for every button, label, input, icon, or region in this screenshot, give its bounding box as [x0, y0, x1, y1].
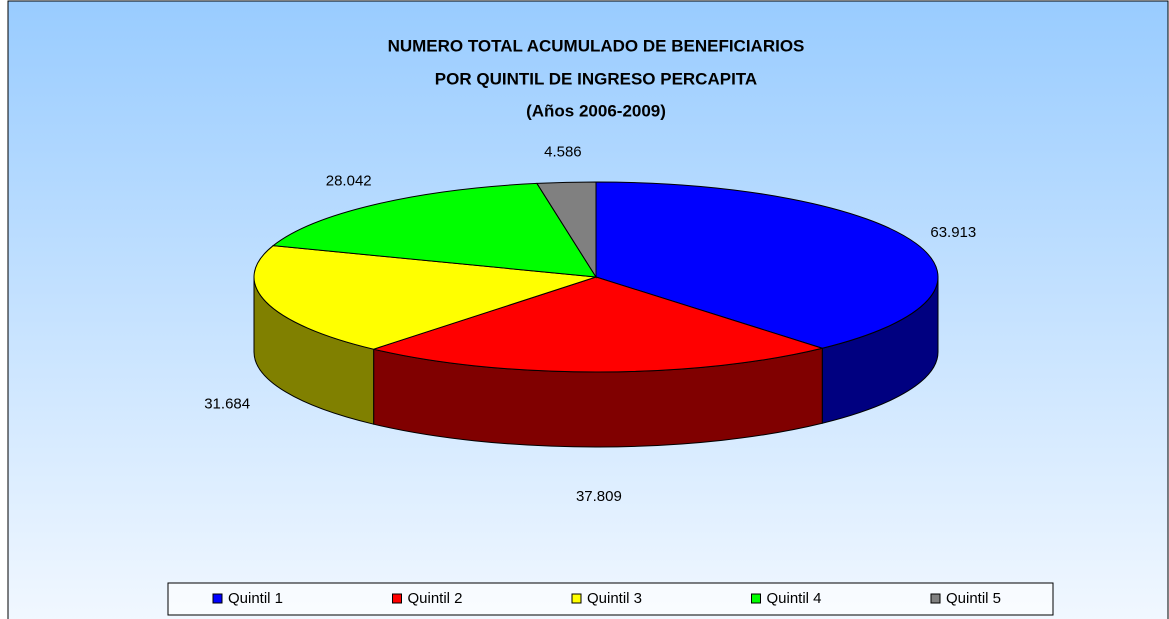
- legend-swatch: [212, 593, 223, 604]
- legend-label: Quintil 4: [767, 590, 822, 607]
- legend-swatch: [392, 593, 402, 604]
- data-label: 37.809: [576, 488, 622, 505]
- legend-label: Quintil 2: [408, 590, 463, 607]
- data-label: 28.042: [326, 173, 372, 190]
- chart-title: POR QUINTIL DE INGRESO PERCAPITA: [435, 69, 757, 88]
- legend-swatch: [571, 593, 582, 604]
- data-label: 63.913: [930, 224, 976, 241]
- legend-label: Quintil 3: [587, 590, 642, 607]
- legend-box: [167, 582, 1054, 616]
- legend-label: Quintil 5: [946, 590, 1001, 607]
- chart-title: NUMERO TOTAL ACUMULADO DE BENEFICIARIOS: [388, 36, 805, 55]
- data-label: 4.586: [544, 143, 582, 160]
- pie-slice: [595, 181, 939, 349]
- pie-slice: [371, 276, 825, 373]
- data-label: 31.684: [204, 396, 250, 413]
- chart-title: (Años 2006-2009): [526, 101, 666, 120]
- pie-slice: [253, 245, 597, 350]
- legend-swatch: [930, 593, 941, 604]
- legend-label: Quintil 1: [228, 590, 283, 607]
- legend-swatch: [751, 593, 761, 604]
- pie-slice: [271, 182, 597, 278]
- pie-slice: [536, 181, 597, 279]
